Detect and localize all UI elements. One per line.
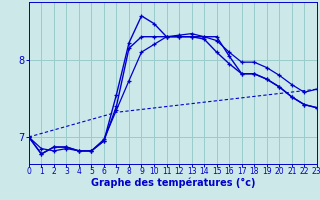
X-axis label: Graphe des températures (°c): Graphe des températures (°c) <box>91 178 255 188</box>
